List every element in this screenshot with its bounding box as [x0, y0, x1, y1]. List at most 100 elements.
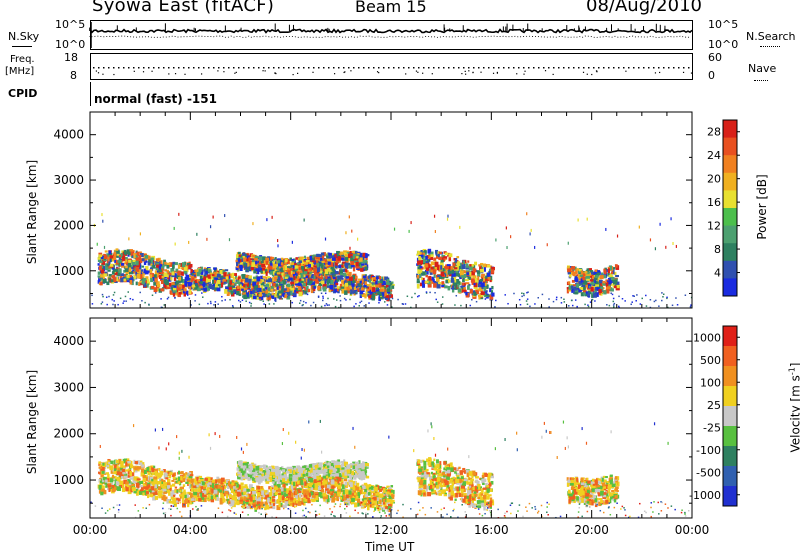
echo-cell	[313, 279, 317, 282]
echo-cell	[119, 263, 122, 267]
echo-cell	[147, 484, 151, 488]
echo-cell	[384, 276, 389, 281]
echo-cell	[108, 487, 111, 492]
echo-cell	[307, 283, 311, 286]
echo-cell	[456, 256, 460, 259]
echo-cell	[334, 253, 337, 258]
echo-cell	[348, 276, 353, 281]
freq-dot	[133, 67, 135, 69]
echo-cell	[323, 272, 327, 278]
nave-dot	[376, 71, 379, 73]
echo-cell	[252, 276, 257, 279]
echo-cell	[307, 288, 311, 293]
echo-cell	[441, 285, 445, 288]
echo-cell	[145, 481, 148, 485]
echo-cell	[298, 279, 302, 282]
echo-cell	[270, 281, 274, 284]
echo-cell	[638, 225, 640, 229]
echo-cell	[229, 280, 232, 285]
echo-cell	[151, 478, 154, 482]
echo-cell	[347, 256, 352, 261]
echo-cell	[194, 300, 196, 302]
echo-cell	[100, 488, 105, 492]
nsky-tick-bottom: 10^0	[55, 38, 86, 51]
nave-dot	[142, 71, 145, 73]
echo-cell	[168, 487, 172, 491]
echo-cell	[624, 300, 626, 302]
echo-cell	[158, 490, 163, 494]
echo-cell	[147, 255, 151, 260]
echo-cell	[148, 466, 151, 472]
echo-cell	[305, 259, 310, 263]
nave-dot	[690, 72, 693, 74]
echo-cell	[164, 269, 168, 272]
echo-cell	[433, 214, 436, 218]
echo-cell	[306, 293, 309, 296]
echo-cell	[170, 290, 175, 295]
echo-cell	[248, 278, 252, 283]
echo-cell	[245, 466, 250, 471]
echo-cell	[425, 291, 428, 293]
echo-cell	[431, 278, 435, 283]
freq-dot	[108, 67, 110, 69]
echo-cell	[451, 269, 455, 274]
echo-cell	[154, 278, 158, 283]
freq-dot	[383, 67, 385, 69]
nave-tick-bottom: 0	[708, 69, 715, 82]
echo-cell	[455, 268, 459, 274]
echo-cell	[346, 279, 349, 283]
echo-cell	[334, 305, 337, 308]
freq-dot	[208, 67, 210, 69]
echo-cell	[596, 272, 600, 275]
echo-cell	[649, 298, 652, 301]
nave-dot	[544, 70, 547, 72]
echo-cell	[244, 266, 248, 269]
echo-cell	[595, 275, 599, 278]
freq-dot	[673, 67, 675, 69]
echo-cell	[360, 282, 364, 285]
freq-dot	[348, 67, 350, 69]
echo-cell	[589, 279, 594, 282]
echo-cell	[217, 276, 222, 280]
echo-cell	[116, 250, 120, 254]
echo-cell	[337, 256, 342, 261]
echo-cell	[115, 248, 119, 251]
echo-cell	[183, 270, 187, 274]
echo-cell	[598, 289, 602, 294]
freq-dot	[423, 67, 425, 69]
echo-cell	[349, 250, 352, 255]
echo-cell	[589, 301, 592, 303]
echo-cell	[119, 297, 122, 300]
y-tick-label: 4000	[53, 128, 84, 142]
echo-cell	[169, 262, 173, 267]
echo-cell	[434, 291, 436, 294]
echo-cell	[270, 467, 274, 473]
echo-cell	[600, 286, 604, 291]
echo-cell	[139, 480, 143, 485]
echo-cell	[595, 269, 598, 272]
echo-cell	[149, 493, 153, 498]
echo-cell	[130, 267, 135, 270]
echo-cell	[401, 303, 404, 305]
echo-cell	[344, 253, 347, 258]
echo-cell	[197, 282, 200, 286]
echo-cell	[139, 460, 143, 464]
echo-cell	[184, 290, 189, 295]
echo-cell	[204, 282, 207, 286]
echo-cell	[196, 286, 201, 292]
echo-cell	[235, 259, 239, 262]
freq-dot	[178, 67, 180, 69]
echo-cell	[225, 276, 229, 280]
echo-cell	[226, 278, 230, 283]
echo-cell	[360, 264, 363, 269]
echo-cell	[616, 234, 619, 238]
echo-cell	[242, 291, 246, 295]
echo-cell	[276, 285, 279, 290]
echo-cell	[245, 253, 249, 256]
echo-cell	[453, 278, 456, 281]
echo-cell	[146, 270, 150, 273]
echo-cell	[320, 274, 324, 277]
echo-cell	[175, 268, 179, 272]
echo-cell	[188, 273, 192, 278]
echo-cell	[423, 250, 427, 254]
